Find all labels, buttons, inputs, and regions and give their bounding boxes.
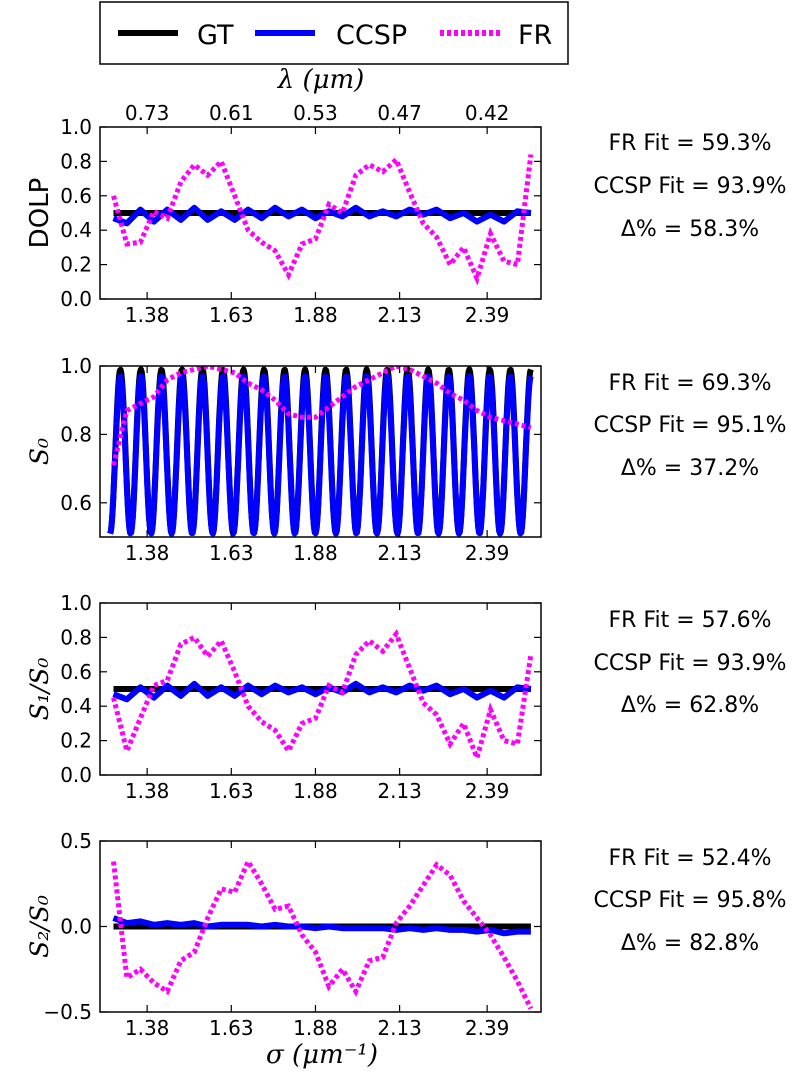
series-ccsp-line: [112, 680, 532, 703]
y-tick-label: 0.0: [60, 763, 92, 787]
x-tick-label: 1.88: [293, 1016, 338, 1040]
y-axis-label: S₂/S₀: [25, 895, 54, 958]
y-tick-label: 1.0: [60, 115, 92, 139]
series-group: [111, 856, 534, 1010]
y-axis-label: DOLP: [25, 178, 55, 249]
series-fr-line: [111, 366, 532, 466]
fr-fit-annotation: FR Fit = 69.3%: [608, 371, 771, 396]
y-tick-label: 0.6: [60, 184, 92, 208]
y-tick-label: 1.0: [60, 591, 92, 615]
x-tick-label: 2.13: [377, 1016, 422, 1040]
top-tick-label: 0.61: [209, 101, 254, 125]
top-tick-label: 0.73: [125, 101, 170, 125]
series-fr-line: [111, 154, 534, 286]
x-tick-label: 1.63: [209, 541, 254, 565]
x-tick-label: 1.63: [209, 779, 254, 803]
legend-fr-label: FR: [518, 20, 552, 51]
legend-gt-label: GT: [197, 20, 234, 51]
top-axis-label: λ (μm): [277, 65, 365, 95]
x-axis-label: σ (μm⁻¹): [266, 1040, 378, 1070]
y-tick-label: 0.4: [60, 694, 92, 718]
ccsp-fit-annotation: CCSP Fit = 95.8%: [593, 888, 786, 913]
panel-3: 0.0 0.2 0.4 0.6 0.8 1.0 1.38 1.63 1.88 2.13 2.39 S₁…: [25, 591, 787, 803]
x-tick-label: 2.13: [377, 779, 422, 803]
top-tick-label: 0.53: [293, 101, 338, 125]
series-group: [111, 629, 534, 766]
x-tick-label: 1.88: [293, 303, 338, 327]
series-ccsp-line: [107, 373, 534, 537]
x-tick-label: 1.88: [293, 541, 338, 565]
x-tick-label: 1.38: [125, 541, 170, 565]
y-tick-label: 0.5: [60, 829, 92, 853]
x-tick-label: 2.39: [465, 541, 510, 565]
y-axis-label: S₁/S₀: [25, 658, 54, 721]
legend: GT CCSP FR: [99, 1, 569, 65]
y-tick-label: 0.8: [60, 422, 92, 446]
y-tick-label: 1.0: [60, 354, 92, 378]
y-tick-label: 0.8: [60, 625, 92, 649]
delta-annotation: Δ% = 37.2%: [621, 456, 759, 481]
x-tick-label: 2.39: [465, 303, 510, 327]
x-tick-label: 2.39: [465, 779, 510, 803]
panels: 0.0 0.2 0.4 0.6 0.8 1.0 1.38 1.63 1.88 2.13 2.39 DO…: [25, 115, 787, 1040]
y-axis-label: S₀: [25, 438, 54, 465]
x-tick-label: 1.88: [293, 779, 338, 803]
series-ccsp-line: [112, 915, 531, 937]
y-tick-label: 0.8: [60, 149, 92, 173]
series-fr-line: [111, 629, 534, 766]
delta-annotation: Δ% = 62.8%: [621, 693, 759, 718]
fr-fit-annotation: FR Fit = 59.3%: [608, 131, 771, 156]
x-tick-label: 1.38: [125, 779, 170, 803]
series-group: [107, 366, 534, 537]
y-tick-label: 0.2: [60, 253, 92, 277]
ccsp-fit-annotation: CCSP Fit = 95.1%: [593, 413, 786, 438]
panel-2: 0.6 0.8 1.0 1.38 1.63 1.88 2.13 2.39 S₀ FR Fit = …: [25, 354, 787, 565]
y-tick-label: 0.6: [60, 491, 92, 515]
x-tick-label: 1.38: [125, 1016, 170, 1040]
y-tick-label: 0.0: [60, 287, 92, 311]
delta-annotation: Δ% = 82.8%: [621, 931, 759, 956]
top-tick-label: 0.42: [465, 101, 510, 125]
series-group: [111, 154, 534, 286]
plot-frame: [99, 126, 542, 300]
top-axis-tick-labels: 0.73 0.61 0.53 0.47 0.42: [125, 101, 510, 125]
delta-annotation: Δ% = 58.3%: [621, 217, 759, 242]
x-tick-label: 1.63: [209, 303, 254, 327]
y-tick-label: 0.0: [60, 915, 92, 939]
ccsp-fit-annotation: CCSP Fit = 93.9%: [593, 174, 786, 199]
x-tick-label: 2.13: [377, 541, 422, 565]
fr-fit-annotation: FR Fit = 52.4%: [608, 846, 771, 871]
panel-1: 0.0 0.2 0.4 0.6 0.8 1.0 1.38 1.63 1.88 2.13 2.39 DO…: [25, 115, 787, 327]
y-tick-label: −0.5: [43, 1000, 92, 1024]
panel-4: −0.5 0.0 0.5 1.38 1.63 1.88 2.13 2.39 S₂/S₀ FR Fi…: [25, 829, 787, 1040]
plot-frame: [99, 602, 542, 776]
x-tick-label: 2.39: [465, 1016, 510, 1040]
y-tick-label: 0.2: [60, 729, 92, 753]
x-tick-label: 1.63: [209, 1016, 254, 1040]
x-tick-label: 1.38: [125, 303, 170, 327]
x-tick-label: 2.13: [377, 303, 422, 327]
top-tick-label: 0.47: [377, 101, 422, 125]
ccsp-fit-annotation: CCSP Fit = 93.9%: [593, 651, 786, 676]
fr-fit-annotation: FR Fit = 57.6%: [608, 608, 771, 633]
series-ccsp-line: [112, 204, 532, 227]
legend-ccsp-label: CCSP: [336, 20, 407, 51]
series-fr-line: [111, 856, 534, 1010]
y-tick-label: 0.4: [60, 218, 92, 242]
y-tick-label: 0.6: [60, 660, 92, 684]
plot-frame: [99, 365, 542, 538]
